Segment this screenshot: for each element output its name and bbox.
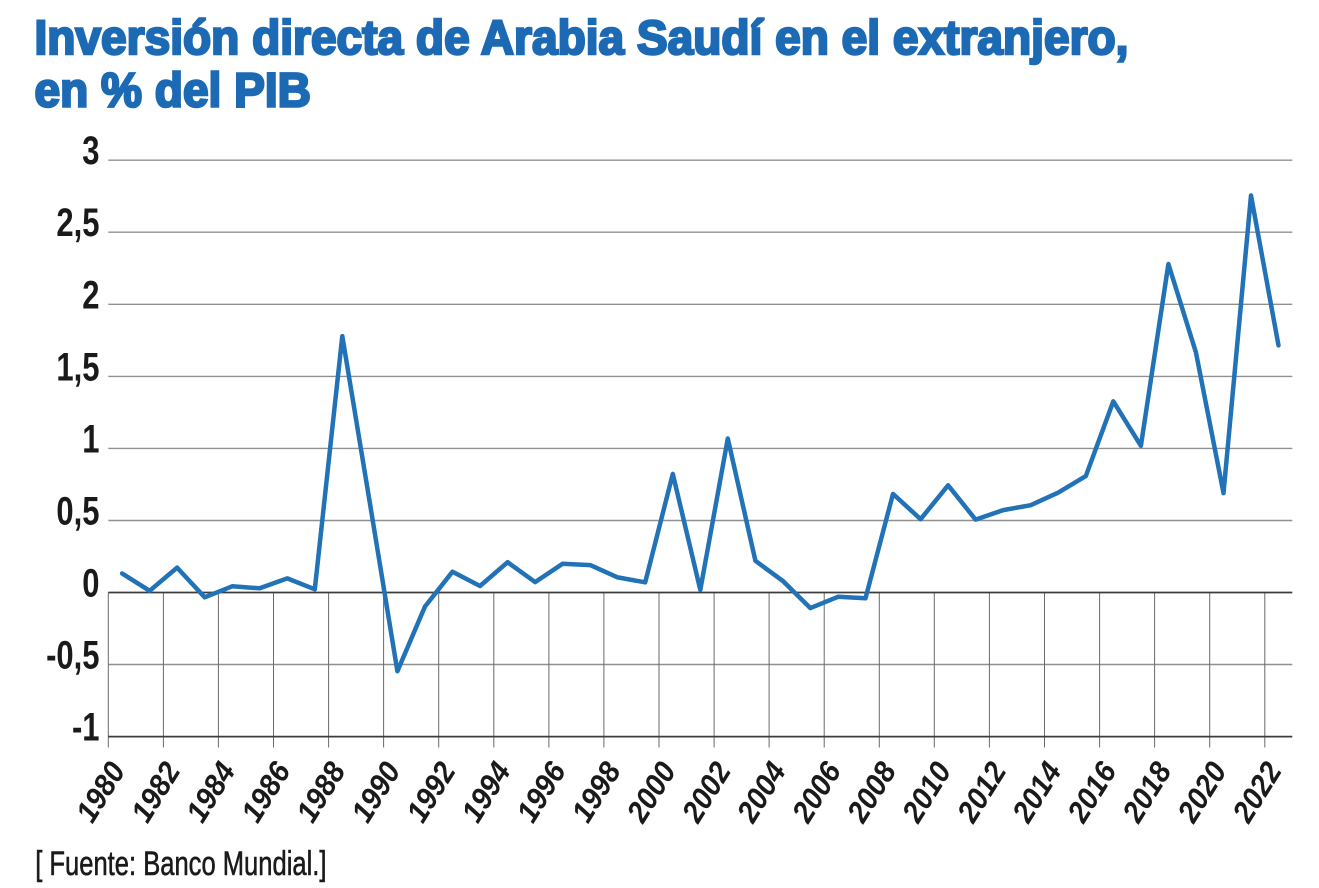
svg-text:3: 3 <box>82 128 99 173</box>
svg-text:0,5: 0,5 <box>56 489 99 534</box>
svg-text:1,5: 1,5 <box>56 345 99 390</box>
svg-text:1: 1 <box>82 417 99 462</box>
svg-text:[ Fuente: Banco Mundial.]: [ Fuente: Banco Mundial.] <box>35 845 326 882</box>
svg-text:2: 2 <box>82 273 99 318</box>
svg-text:-1: -1 <box>72 705 100 750</box>
svg-text:2,5: 2,5 <box>56 200 99 245</box>
svg-text:en % del PIB: en % del PIB <box>35 63 311 117</box>
svg-text:-0,5: -0,5 <box>46 633 99 678</box>
svg-text:Inversión directa de Arabia Sa: Inversión directa de Arabia Saudí en el … <box>35 10 1129 64</box>
svg-text:0: 0 <box>82 561 99 606</box>
